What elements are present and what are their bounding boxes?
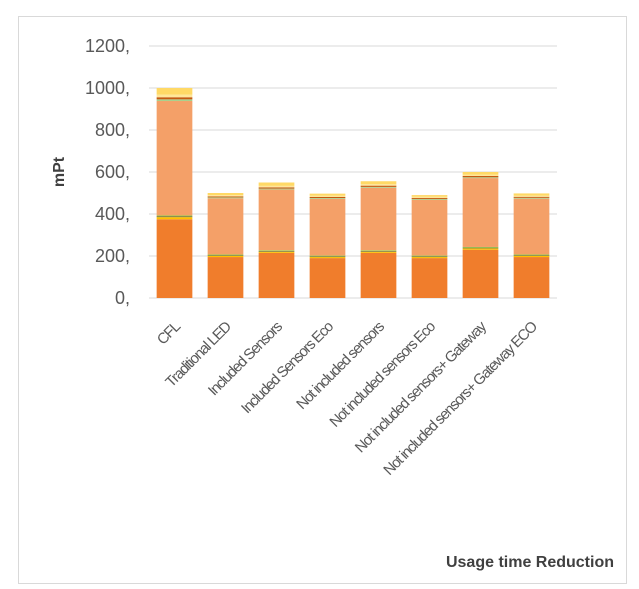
bar-segment <box>513 255 550 256</box>
bar-segment <box>309 195 346 197</box>
bar-segment <box>360 185 397 187</box>
bar-segment <box>513 198 550 255</box>
y-tick-label: 400, <box>95 204 130 224</box>
y-tick-labels: 0, 200, 400, 600, 800, 1000, 1200, <box>85 36 130 308</box>
bar-stack <box>513 193 550 298</box>
bar-segment <box>360 251 397 253</box>
bar-segment <box>462 248 499 250</box>
bar-segment <box>513 256 550 258</box>
y-tick-label: 600, <box>95 162 130 182</box>
bar-segment <box>309 196 346 199</box>
bar-segment <box>360 250 397 251</box>
y-tick-label: 800, <box>95 120 130 140</box>
bar-segment <box>156 99 193 102</box>
chart-frame <box>18 16 627 584</box>
bar-stack <box>309 193 346 298</box>
bar-segment <box>207 198 244 255</box>
bar-segment <box>309 256 346 258</box>
bar-segment <box>207 197 244 199</box>
bar-stack <box>411 195 448 298</box>
bar-segment <box>156 97 193 100</box>
bar-segment <box>513 257 550 298</box>
bar-segment <box>411 196 448 199</box>
bar-segment <box>258 182 295 186</box>
y-axis-title: mPt <box>51 156 68 187</box>
bar-segment <box>411 198 448 200</box>
bar-segment <box>156 215 193 217</box>
bar-segment <box>258 187 295 189</box>
bar-segment <box>156 88 193 95</box>
bar-segment <box>258 185 295 188</box>
bar-segment <box>156 94 193 98</box>
bar-segment <box>258 252 295 298</box>
bar-segment <box>156 216 193 218</box>
bar-segment <box>513 195 550 197</box>
bar-segment <box>309 193 346 196</box>
bar-segment <box>513 254 550 256</box>
bar-segment <box>207 193 244 196</box>
bar-segment <box>462 249 499 298</box>
bar-segment <box>360 184 397 186</box>
bar-segment <box>411 258 448 298</box>
y-tick-label: 200, <box>95 246 130 266</box>
bar-segment <box>360 187 397 251</box>
bar-stack <box>156 88 193 298</box>
bar-segment <box>462 246 499 248</box>
bar-segment <box>462 178 499 247</box>
bar-segment <box>156 219 193 298</box>
y-tick-label: 1200, <box>85 36 130 56</box>
x-tick-label: Not included sensors <box>293 318 388 413</box>
bar-segment <box>309 198 346 256</box>
bar-stack <box>360 181 397 298</box>
y-tick-label: 1000, <box>85 78 130 98</box>
bar-segment <box>258 189 295 251</box>
bar-segment <box>309 198 346 199</box>
bar-segment <box>360 250 397 252</box>
bar-segment <box>360 181 397 185</box>
x-tick-label: CFL <box>154 318 184 348</box>
bar-segment <box>156 217 193 220</box>
bar-segment <box>207 255 244 256</box>
x-axis-title: Usage time Reduction <box>446 554 614 571</box>
bar-segment <box>411 257 448 259</box>
bar-segment <box>156 101 193 216</box>
x-tick-label: Included Sensors Eco <box>238 318 337 417</box>
bar-segment <box>411 256 448 258</box>
bar-segment <box>207 257 244 298</box>
bar-segment <box>360 186 397 188</box>
bar-segment <box>411 199 448 256</box>
bar-segment <box>462 174 499 176</box>
bar-segment <box>207 196 244 198</box>
bar-segment <box>513 196 550 198</box>
bar-segment <box>462 175 499 178</box>
bar-stack <box>207 193 244 298</box>
bar-segment <box>309 258 346 298</box>
bar-segment <box>513 193 550 196</box>
bar-segment <box>411 255 448 257</box>
bar-segment <box>258 250 295 251</box>
bar-stack <box>258 182 295 298</box>
bar-segment <box>411 199 448 200</box>
bar-segment <box>207 195 244 197</box>
bar-segment <box>411 195 448 197</box>
bar-stack <box>462 172 499 298</box>
bar-segment <box>360 252 397 298</box>
bar-segment <box>462 247 499 249</box>
bar-segment <box>258 250 295 252</box>
bars <box>156 88 550 298</box>
bar-segment <box>462 172 499 175</box>
bar-segment <box>258 188 295 190</box>
bar-segment <box>513 197 550 199</box>
bar-segment <box>258 251 295 253</box>
bar-segment <box>309 257 346 259</box>
bar-segment <box>309 255 346 257</box>
y-tick-label: 0, <box>115 288 130 308</box>
bar-segment <box>462 177 499 179</box>
bar-segment <box>207 254 244 256</box>
bar-segment <box>207 256 244 258</box>
